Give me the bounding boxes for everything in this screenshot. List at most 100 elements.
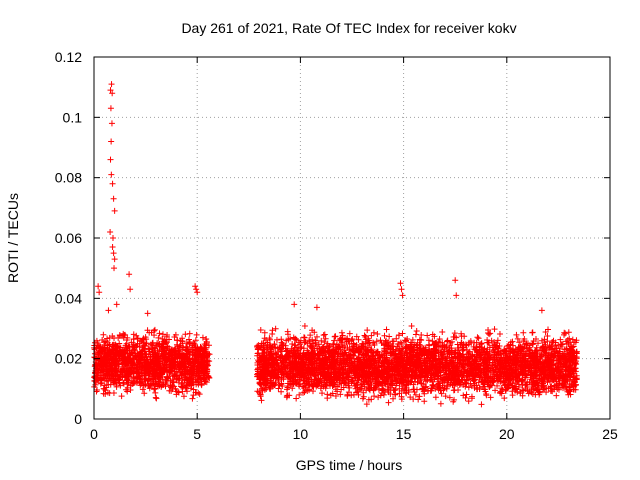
data-point bbox=[96, 372, 103, 379]
data-point bbox=[167, 383, 174, 390]
data-point bbox=[562, 330, 569, 337]
data-point bbox=[443, 385, 450, 392]
data-point bbox=[107, 367, 114, 374]
data-point bbox=[306, 337, 313, 344]
data-point bbox=[113, 383, 120, 390]
data-point bbox=[492, 387, 499, 394]
data-point bbox=[117, 368, 124, 375]
data-point bbox=[475, 362, 482, 369]
data-point bbox=[448, 345, 455, 352]
data-point bbox=[544, 379, 551, 386]
data-point bbox=[117, 368, 124, 375]
data-point bbox=[193, 389, 200, 396]
data-point bbox=[180, 351, 187, 358]
data-point bbox=[171, 334, 178, 341]
data-points bbox=[91, 81, 580, 408]
data-point bbox=[498, 390, 505, 397]
data-point bbox=[189, 349, 196, 356]
data-point bbox=[501, 395, 508, 402]
data-point bbox=[146, 329, 153, 336]
data-point bbox=[278, 381, 285, 388]
data-point bbox=[274, 373, 281, 380]
data-point bbox=[256, 391, 263, 398]
data-point bbox=[502, 361, 509, 368]
data-point bbox=[261, 329, 268, 336]
data-point bbox=[170, 378, 177, 385]
data-point bbox=[129, 359, 136, 366]
data-point bbox=[449, 365, 456, 372]
data-point bbox=[412, 331, 419, 338]
data-point bbox=[197, 353, 204, 360]
data-point bbox=[98, 376, 105, 383]
data-point bbox=[344, 392, 351, 399]
data-point bbox=[114, 366, 121, 373]
data-point bbox=[400, 372, 407, 379]
data-point bbox=[338, 340, 345, 347]
data-point bbox=[524, 378, 531, 385]
data-point bbox=[374, 331, 381, 337]
data-point bbox=[373, 374, 380, 381]
data-point bbox=[366, 385, 373, 392]
data-point bbox=[112, 356, 119, 363]
data-point bbox=[264, 380, 271, 387]
data-point bbox=[146, 346, 153, 353]
data-point bbox=[278, 374, 285, 381]
data-point bbox=[336, 365, 343, 372]
data-point bbox=[324, 391, 331, 398]
data-point bbox=[159, 335, 166, 342]
data-point bbox=[522, 382, 529, 389]
data-point bbox=[536, 391, 543, 398]
data-point bbox=[109, 349, 116, 356]
data-point bbox=[545, 375, 552, 382]
data-point bbox=[262, 384, 269, 391]
data-point bbox=[565, 329, 572, 336]
data-point bbox=[180, 373, 187, 380]
data-point bbox=[154, 373, 161, 380]
data-point bbox=[140, 335, 147, 342]
data-point bbox=[99, 368, 106, 375]
data-point bbox=[202, 336, 209, 343]
data-point bbox=[339, 366, 346, 373]
data-point bbox=[134, 340, 141, 347]
data-point bbox=[344, 335, 351, 342]
data-point bbox=[269, 331, 276, 338]
data-point bbox=[392, 391, 399, 398]
data-point bbox=[541, 336, 548, 343]
data-point bbox=[159, 352, 166, 359]
data-point bbox=[529, 341, 536, 348]
data-point bbox=[375, 363, 382, 370]
data-point bbox=[151, 326, 158, 333]
data-point bbox=[484, 339, 491, 346]
data-point bbox=[531, 380, 538, 387]
data-point bbox=[545, 349, 552, 356]
data-point bbox=[120, 360, 127, 367]
data-point bbox=[192, 337, 199, 344]
data-point bbox=[101, 348, 108, 355]
data-point bbox=[389, 338, 396, 345]
data-point bbox=[463, 391, 470, 398]
data-point bbox=[536, 353, 543, 360]
data-point bbox=[401, 371, 408, 378]
data-point bbox=[345, 338, 352, 345]
data-point bbox=[337, 391, 344, 398]
data-point bbox=[181, 376, 188, 383]
data-point bbox=[519, 344, 526, 351]
data-point bbox=[150, 370, 157, 377]
data-point bbox=[113, 360, 120, 367]
data-point bbox=[381, 332, 388, 339]
data-point bbox=[491, 371, 498, 378]
data-point bbox=[116, 347, 123, 354]
data-point bbox=[143, 353, 150, 360]
data-point bbox=[291, 342, 298, 349]
data-point bbox=[103, 378, 110, 385]
data-point bbox=[181, 366, 188, 373]
data-point bbox=[165, 353, 172, 360]
data-point bbox=[124, 368, 131, 375]
data-point bbox=[153, 395, 160, 402]
data-point bbox=[321, 331, 328, 338]
data-point bbox=[130, 346, 137, 353]
data-point bbox=[105, 389, 112, 396]
data-point bbox=[439, 328, 446, 335]
data-point bbox=[142, 359, 149, 366]
